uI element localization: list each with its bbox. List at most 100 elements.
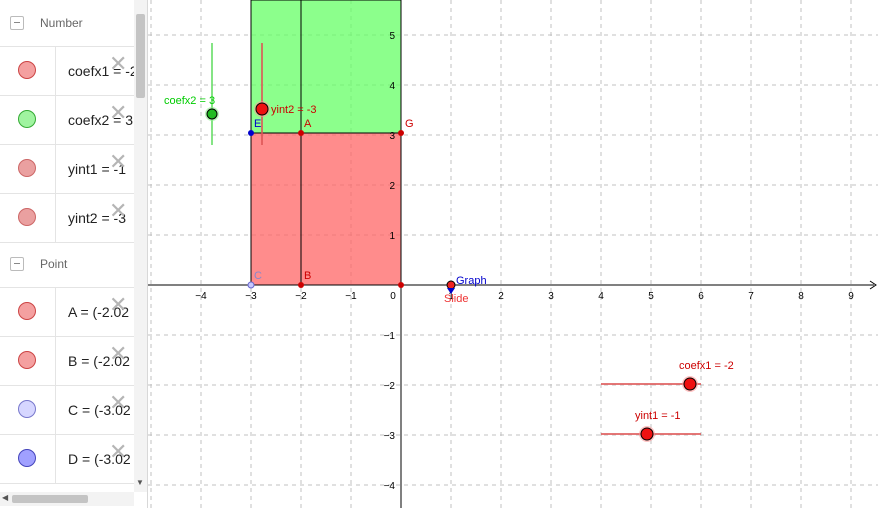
algebra-value[interactable]: yint1 = -1: [68, 161, 126, 177]
visibility-toggle[interactable]: [0, 386, 56, 434]
delete-icon[interactable]: ✕: [109, 100, 128, 125]
x-tick-labels: −4 −3 −2 −1 0 1 2 3 4 5 6 7 8 9: [195, 291, 854, 302]
slider-handle[interactable]: [640, 427, 654, 441]
x-tick: 7: [748, 291, 754, 302]
slider-coefx2[interactable]: coefx2 = 3: [164, 43, 219, 145]
color-dot[interactable]: [18, 302, 36, 320]
x-tick: 3: [548, 291, 554, 302]
visibility-toggle[interactable]: [0, 145, 56, 193]
point-b[interactable]: [298, 282, 304, 288]
x-tick: −1: [345, 291, 357, 302]
algebra-row-yint2[interactable]: yint2 = -3 ✕: [0, 194, 134, 243]
color-dot[interactable]: [18, 400, 36, 418]
slider-label: yint1 = -1: [635, 410, 681, 422]
algebra-value[interactable]: B = (-2.02: [68, 353, 130, 369]
color-dot[interactable]: [18, 110, 36, 128]
graph-label: Graph: [456, 275, 487, 287]
scroll-thumb[interactable]: [12, 495, 88, 503]
algebra-row-yint1[interactable]: yint1 = -1 ✕: [0, 145, 134, 194]
algebra-value[interactable]: D = (-3.02: [68, 451, 131, 467]
label-e: E: [254, 118, 261, 130]
delete-icon[interactable]: ✕: [109, 439, 128, 464]
section-point[interactable]: Point: [0, 241, 134, 288]
label-b: B: [304, 270, 311, 282]
color-dot[interactable]: [18, 61, 36, 79]
section-title: Number: [40, 16, 83, 30]
red-rectangle[interactable]: [250, 132, 402, 286]
slider-handle[interactable]: [683, 377, 697, 391]
delete-icon[interactable]: ✕: [109, 149, 128, 174]
slider-coefx1[interactable]: coefx1 = -2: [601, 360, 734, 392]
slider-handle[interactable]: [255, 102, 269, 116]
visibility-toggle[interactable]: [0, 96, 56, 144]
x-tick: 8: [798, 291, 804, 302]
color-dot[interactable]: [18, 449, 36, 467]
algebra-value[interactable]: C = (-3.02: [68, 402, 131, 418]
y-tick: −4: [384, 481, 396, 492]
section-number[interactable]: Number: [0, 0, 134, 47]
scroll-thumb[interactable]: [136, 14, 145, 98]
scroll-down-icon[interactable]: ▼: [136, 478, 144, 487]
y-tick: 5: [389, 31, 395, 42]
algebra-row-a[interactable]: A = (-2.02 ✕: [0, 288, 134, 337]
y-tick: −3: [384, 431, 396, 442]
algebra-row-d[interactable]: D = (-3.02 ✕: [0, 435, 134, 484]
point-g[interactable]: [398, 130, 404, 136]
point-e[interactable]: [248, 130, 254, 136]
label-a: A: [304, 118, 312, 130]
visibility-toggle[interactable]: [0, 194, 56, 242]
section-title: Point: [40, 257, 68, 271]
delete-icon[interactable]: ✕: [109, 292, 128, 317]
delete-icon[interactable]: ✕: [109, 51, 128, 76]
color-dot[interactable]: [18, 208, 36, 226]
x-tick: 9: [848, 291, 854, 302]
slider-yint2[interactable]: yint2 = -3: [254, 43, 317, 145]
x-tick: 6: [698, 291, 704, 302]
delete-icon[interactable]: ✕: [109, 341, 128, 366]
delete-icon[interactable]: ✕: [109, 198, 128, 223]
label-c: C: [254, 270, 262, 282]
visibility-toggle[interactable]: [0, 47, 56, 95]
point-origin[interactable]: [398, 282, 404, 288]
visibility-toggle[interactable]: [0, 288, 56, 336]
x-tick: −4: [195, 291, 207, 302]
x-tick: 2: [498, 291, 504, 302]
visibility-toggle[interactable]: [0, 435, 56, 483]
triangle-icon: [447, 288, 455, 294]
delete-icon[interactable]: ✕: [109, 390, 128, 415]
algebra-row-coefx2[interactable]: coefx2 = 3 ✕: [0, 96, 134, 145]
horizontal-scrollbar[interactable]: ◀: [0, 492, 134, 506]
y-tick: −2: [384, 381, 396, 392]
collapse-toggle[interactable]: [10, 257, 24, 271]
algebra-view: Number coefx1 = -2 ✕ coefx2 = 3 ✕ yint1 …: [0, 0, 148, 508]
color-dot[interactable]: [18, 351, 36, 369]
algebra-row-coefx1[interactable]: coefx1 = -2 ✕: [0, 47, 134, 96]
algebra-value[interactable]: coefx1 = -2: [68, 63, 134, 79]
slider-handle[interactable]: [206, 108, 218, 120]
algebra-value[interactable]: coefx2 = 3: [68, 112, 133, 128]
algebra-value[interactable]: yint2 = -3: [68, 210, 126, 226]
color-dot[interactable]: [18, 159, 36, 177]
points[interactable]: A B C E G: [247, 118, 414, 289]
y-tick: 1: [389, 231, 395, 242]
graphics-view[interactable]: −4 −3 −2 −1 0 1 2 3 4 5 6 7 8 9 1 2 3 4 …: [148, 0, 878, 508]
collapse-toggle[interactable]: [10, 16, 24, 30]
slider-yint1[interactable]: yint1 = -1: [601, 410, 701, 442]
vertical-scrollbar[interactable]: ▼: [134, 0, 147, 492]
x-tick: 1: [448, 291, 454, 302]
algebra-row-b[interactable]: B = (-2.02 ✕: [0, 337, 134, 386]
y-tick: 3: [389, 131, 395, 142]
y-tick: −1: [384, 331, 396, 342]
slider-label: coefx1 = -2: [679, 360, 734, 372]
visibility-toggle[interactable]: [0, 337, 56, 385]
point-c[interactable]: [247, 281, 255, 289]
algebra-row-c[interactable]: C = (-3.02 ✕: [0, 386, 134, 435]
x-tick: −2: [295, 291, 307, 302]
graph-slide-button[interactable]: Graph Slide: [444, 275, 487, 305]
y-tick: 4: [389, 81, 395, 92]
x-tick: 4: [598, 291, 604, 302]
point-a[interactable]: [298, 130, 304, 136]
x-tick: −3: [245, 291, 257, 302]
algebra-value[interactable]: A = (-2.02: [68, 304, 130, 320]
scroll-left-icon[interactable]: ◀: [2, 493, 9, 502]
